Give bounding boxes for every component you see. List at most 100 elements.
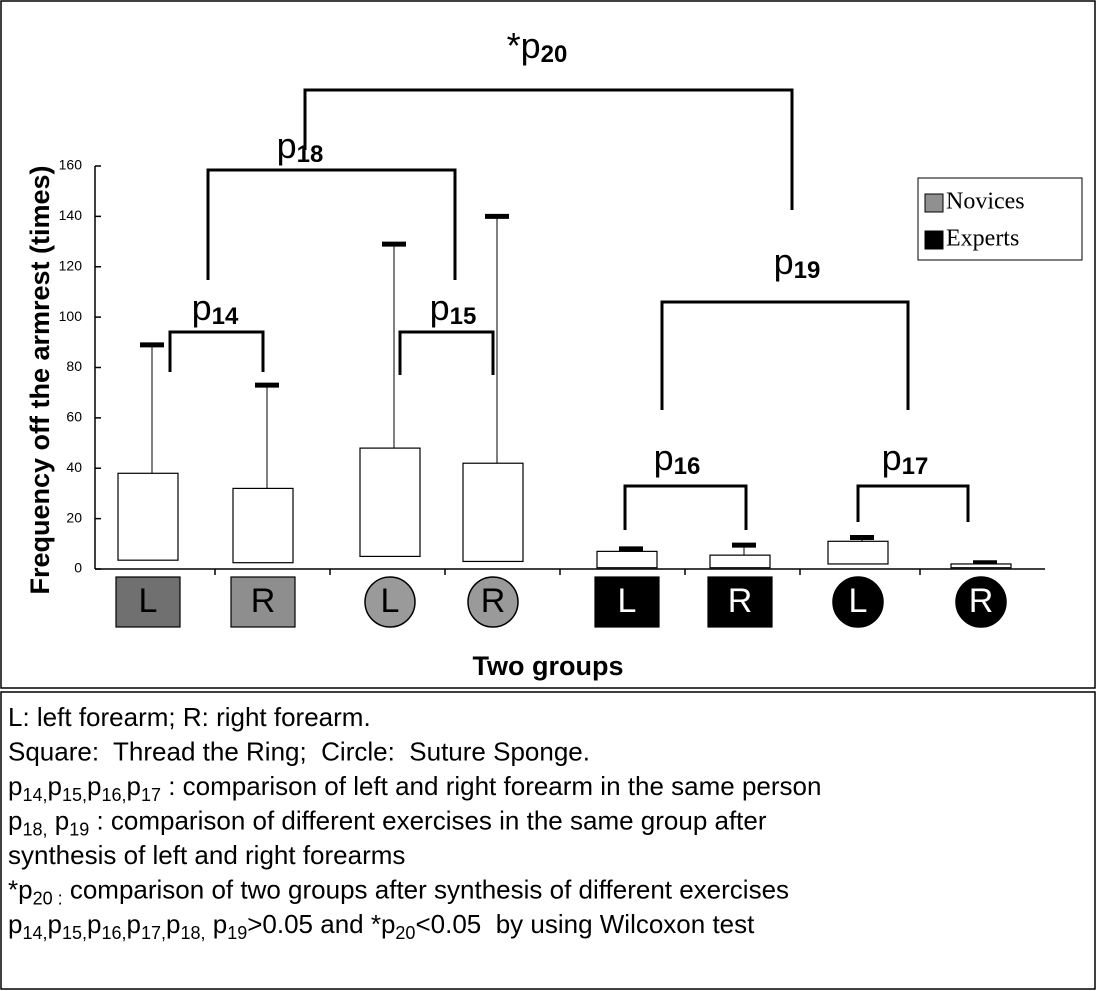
y-tick-label: 60 — [66, 409, 82, 425]
annotation: p19 — [774, 241, 821, 285]
note-text: p — [48, 909, 62, 939]
bracket — [168, 330, 265, 372]
note-text: p — [87, 909, 101, 939]
x-tick-label: L — [849, 582, 868, 620]
note-sub: 17, — [141, 923, 166, 943]
x-tick-label: L — [381, 582, 400, 620]
note-text: p — [127, 771, 141, 801]
note-sub: 14, — [22, 923, 47, 943]
note-sub: 16, — [101, 785, 126, 805]
bracket — [660, 300, 910, 410]
note-text: p — [166, 909, 180, 939]
bracket — [206, 168, 457, 280]
y-tick-label: 160 — [59, 157, 83, 173]
note-text: : comparison of left and right forearm i… — [161, 771, 821, 801]
y-axis-label: Frequency off the armrest (times) — [25, 165, 55, 594]
note-text: Square: Thread the Ring; Circle: Suture … — [8, 737, 590, 767]
y-tick-label: 80 — [66, 358, 82, 374]
annotation-sub: 17 — [902, 453, 929, 480]
note-text: p — [87, 771, 101, 801]
notes-frame — [0, 691, 1096, 990]
x-tick-label: R — [728, 582, 753, 620]
annotation: p18 — [277, 125, 324, 169]
annotation-text: p — [882, 437, 902, 478]
legend-label: Experts — [946, 226, 1019, 252]
note-sub: 19 — [227, 923, 247, 943]
y-tick-label: 100 — [59, 308, 83, 324]
box — [359, 447, 421, 558]
note-text: p — [8, 806, 22, 836]
note-sub: 14, — [22, 785, 47, 805]
bracket — [398, 330, 495, 375]
note-text: synthesis of left and right forearms — [8, 840, 405, 870]
legend-label: Novices — [946, 189, 1025, 215]
note-line: synthesis of left and right forearms — [8, 840, 405, 870]
y-tick-label: 120 — [59, 257, 83, 273]
y-tick-label: 20 — [66, 509, 82, 525]
x-axis-label: Two groups — [473, 651, 624, 681]
legend-box — [917, 177, 1083, 261]
annotation: p16 — [654, 437, 701, 481]
annotation-text: *p — [507, 25, 541, 66]
note-text: <0.05 by using Wilcoxon test — [415, 909, 755, 939]
note-line: p18, p19 : comparison of different exerc… — [8, 806, 767, 840]
note-text: L: left forearm; R: right forearm. — [8, 702, 371, 732]
box — [827, 540, 889, 565]
category-marker — [467, 576, 519, 628]
note-line: p14,p15,p16,p17 : comparison of left and… — [8, 771, 821, 805]
note-sub: 18, — [22, 820, 47, 840]
box — [462, 462, 524, 563]
category-marker — [594, 576, 660, 628]
box — [232, 487, 294, 564]
category-marker — [832, 576, 884, 628]
x-tick-label: R — [481, 582, 506, 620]
x-tick-label: L — [139, 582, 158, 620]
note-text: *p — [8, 875, 33, 905]
annotation-sub: 15 — [450, 303, 477, 330]
note-text: p — [206, 909, 228, 939]
annotation: p14 — [192, 287, 239, 331]
legend-swatch — [924, 193, 944, 213]
note-line: L: left forearm; R: right forearm. — [8, 702, 371, 732]
note-text: p — [48, 771, 62, 801]
category-marker — [707, 576, 773, 628]
note-line: *p20 : comparison of two groups after sy… — [8, 875, 789, 909]
note-text: >0.05 and *p — [247, 909, 395, 939]
chart-frame — [0, 0, 1096, 689]
note-sub: 18, — [180, 923, 205, 943]
category-marker — [115, 576, 181, 628]
x-tick-label: L — [618, 582, 637, 620]
y-tick-label: 40 — [66, 459, 82, 475]
box — [950, 563, 1012, 569]
category-marker — [230, 576, 296, 628]
note-text: comparison of two groups after synthesis… — [63, 875, 789, 905]
annotation-sub: 19 — [794, 257, 821, 284]
annotation-text: p — [192, 287, 212, 328]
category-marker — [364, 576, 416, 628]
note-sub: 17 — [141, 785, 161, 805]
box — [117, 472, 179, 561]
legend-swatch — [924, 230, 944, 250]
annotation-text: p — [277, 125, 297, 166]
annotation: *p20 — [507, 25, 568, 69]
note-text: p — [8, 909, 22, 939]
annotation-text: p — [654, 437, 674, 478]
note-sub: 16, — [101, 923, 126, 943]
note-sub: 15, — [62, 785, 87, 805]
note-text: p — [127, 909, 141, 939]
annotation: p17 — [882, 437, 929, 481]
box — [596, 550, 658, 569]
note-sub: 20 — [395, 923, 415, 943]
note-line: Square: Thread the Ring; Circle: Suture … — [8, 737, 590, 767]
note-text: p — [8, 771, 22, 801]
category-marker — [955, 576, 1007, 628]
annotation: p15 — [430, 287, 477, 331]
annotation-text: p — [430, 287, 450, 328]
note-text: : comparison of different exercises in t… — [89, 806, 767, 836]
annotation-sub: 18 — [297, 141, 324, 168]
x-tick-label: R — [251, 582, 276, 620]
annotation-sub: 20 — [541, 41, 568, 68]
x-tick-label: R — [969, 582, 994, 620]
annotation-sub: 16 — [674, 453, 701, 480]
